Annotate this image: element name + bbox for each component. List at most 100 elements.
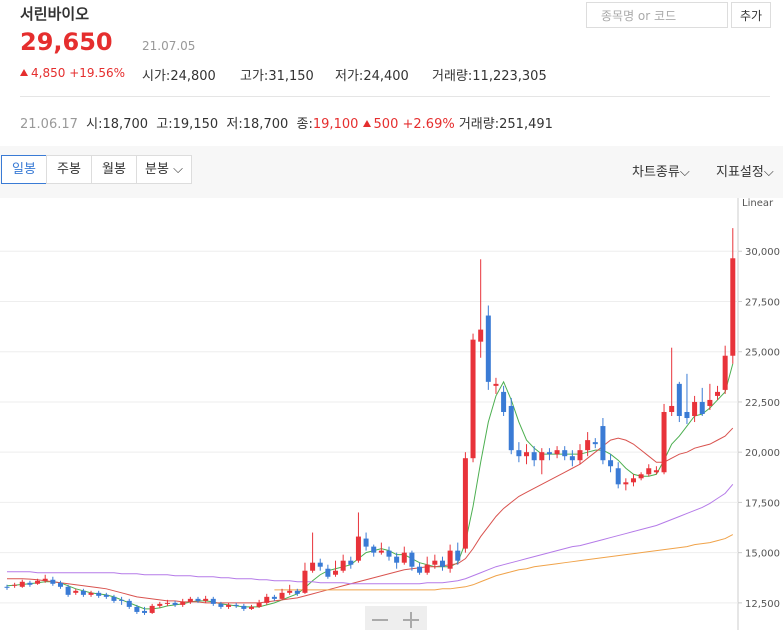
tab[interactable]: 월봉 <box>91 155 137 184</box>
candle-body <box>226 604 232 607</box>
candle-body <box>287 590 293 593</box>
candle-body <box>241 605 247 609</box>
candle-body <box>271 596 277 599</box>
candle-body <box>692 401 698 417</box>
date: 21.07.05 <box>142 39 196 53</box>
candle-body <box>119 599 125 601</box>
candle-body <box>592 442 598 445</box>
prev-label: 저 <box>226 117 239 132</box>
candle-body <box>19 581 25 587</box>
candle-body <box>439 560 445 567</box>
candle-body <box>653 470 659 473</box>
candle-body <box>585 440 591 451</box>
tab[interactable]: 분봉 ⌵ <box>136 155 192 184</box>
prev-row: 21.06.17 시:18,700 고:19,150 저:18,700 종:19… <box>20 117 553 132</box>
candle-body <box>554 450 560 455</box>
stat: 저가:24,400 <box>335 69 409 84</box>
candle-body <box>684 411 690 419</box>
candle-body <box>233 604 239 606</box>
change: 4,850 <box>31 66 66 80</box>
candle-body <box>103 594 109 597</box>
stat-value: 11,223,305 <box>472 69 547 84</box>
candle-body <box>340 560 346 571</box>
scale-label: Linear <box>742 198 774 209</box>
candle-body <box>516 450 522 457</box>
candle-body <box>134 606 140 612</box>
prev-change-pct: +2.69% <box>402 117 455 132</box>
candle-body <box>600 426 606 461</box>
candle-body <box>256 602 262 607</box>
candle-body <box>371 546 377 553</box>
candle-body <box>646 468 652 475</box>
candle-body <box>615 468 621 485</box>
candle-body <box>470 339 476 459</box>
prev-label: 거래량 <box>458 117 495 132</box>
price: 29,650 <box>20 28 113 56</box>
stat: 거래량:11,223,305 <box>432 69 547 84</box>
candle-body <box>310 562 316 571</box>
candle-body <box>661 411 667 473</box>
add-button[interactable]: 추가 <box>731 2 771 28</box>
prev-label: 종 <box>296 117 309 132</box>
up-icon <box>362 120 371 127</box>
moving-average <box>7 484 734 585</box>
candle-body <box>485 315 491 382</box>
candle-body <box>508 405 514 451</box>
candle-body <box>707 399 713 406</box>
prev-change: 500 +2.69% <box>362 117 455 132</box>
tab[interactable]: 일봉 <box>1 155 47 184</box>
prev-label: 시 <box>86 117 99 132</box>
candle-body <box>378 550 384 553</box>
menu[interactable]: 지표설정⌵ <box>716 165 774 180</box>
tab[interactable]: 주봉 <box>46 155 92 184</box>
candle-body <box>363 538 369 547</box>
change-pct: +19.56% <box>69 66 125 80</box>
candle-body <box>325 568 331 577</box>
stock-name: 서린바이오 <box>20 5 90 23</box>
menu[interactable]: 차트종류⌵ <box>632 165 690 180</box>
candle-body <box>172 602 178 605</box>
candle-body <box>42 578 48 581</box>
divider <box>20 96 770 97</box>
candle-body <box>699 401 705 414</box>
zoom-controls[interactable] <box>365 606 427 630</box>
candle-body <box>401 552 407 563</box>
moving-average <box>6 363 734 610</box>
candle-body <box>333 570 339 575</box>
candle-body <box>218 603 224 607</box>
stat-label: 시가 <box>142 69 166 84</box>
candle-body <box>348 560 354 565</box>
tab-label: 분봉 <box>145 162 169 177</box>
candle-body <box>455 550 461 561</box>
candle-body <box>180 601 186 605</box>
prev-value: 19,150 <box>172 117 219 132</box>
candle-body <box>608 460 614 467</box>
candle-body <box>203 598 209 601</box>
candle-body <box>88 592 94 595</box>
candle-body <box>386 550 392 557</box>
menu-label: 지표설정 <box>716 165 764 180</box>
candle-body <box>447 550 453 569</box>
candle-body <box>524 452 530 457</box>
prev-value: 18,700 <box>242 117 289 132</box>
candle-body <box>409 552 415 567</box>
candle-body <box>531 452 537 461</box>
candle-body <box>12 584 18 586</box>
candle-body <box>279 592 285 599</box>
moving-average <box>274 534 734 591</box>
y-tick-label: 22,500 <box>745 398 780 409</box>
y-tick-label: 27,500 <box>745 297 780 308</box>
candle-body <box>50 579 56 584</box>
search-input[interactable]: 종목명 or 코드 <box>586 2 728 28</box>
candle-body <box>478 329 484 342</box>
candle-body <box>210 598 216 604</box>
candle-body <box>317 562 323 567</box>
candle-body <box>149 605 155 613</box>
candle-body <box>164 602 170 604</box>
prev-value: 251,491 <box>499 117 553 132</box>
prev-date: 21.06.17 <box>20 117 78 132</box>
candle-body <box>142 610 148 613</box>
candle-body <box>294 590 300 594</box>
candle-body <box>111 596 117 601</box>
